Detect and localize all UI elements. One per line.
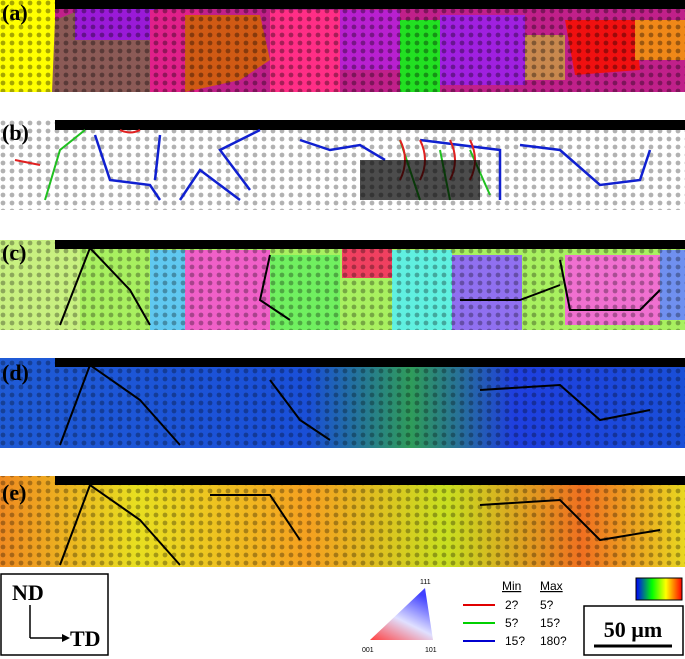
legend-header: Max (540, 579, 563, 593)
triangle-label: 101 (425, 647, 437, 654)
panel-labels: (a) (b) (c) (d) (e) (2, 0, 29, 505)
axis-label: TD (70, 626, 101, 651)
scale-bar: 50 µm (583, 605, 684, 656)
legend-max: 180? (540, 634, 567, 648)
legend-min: 5? (505, 616, 519, 630)
boundary-legend: Min Max 2? 5? 5? 15? 15? 180? (463, 579, 567, 648)
legend-min: 2? (505, 598, 519, 612)
legend-min: 15? (505, 634, 525, 648)
triangle-label: 001 (362, 647, 374, 654)
panel-label: (c) (2, 240, 26, 265)
ipf-triangle: 111 001 101 (362, 579, 437, 654)
legend-max: 5? (540, 598, 554, 612)
legend-max: 15? (540, 616, 560, 630)
panel-label: (a) (2, 0, 28, 25)
axis-label: ND (12, 580, 44, 605)
map-e (0, 476, 685, 567)
map-d (0, 358, 685, 448)
color-bar (635, 577, 683, 601)
panel-label: (d) (2, 360, 29, 385)
legend-header: Min (502, 579, 521, 593)
panel-label: (e) (2, 480, 26, 505)
panel-label: (b) (2, 120, 29, 145)
map-a (0, 0, 685, 92)
axes-box: ND TD (0, 573, 109, 656)
map-b (0, 120, 685, 210)
scale-label: 50 µm (604, 617, 663, 642)
map-c (0, 240, 685, 330)
triangle-label: 111 (420, 579, 431, 586)
